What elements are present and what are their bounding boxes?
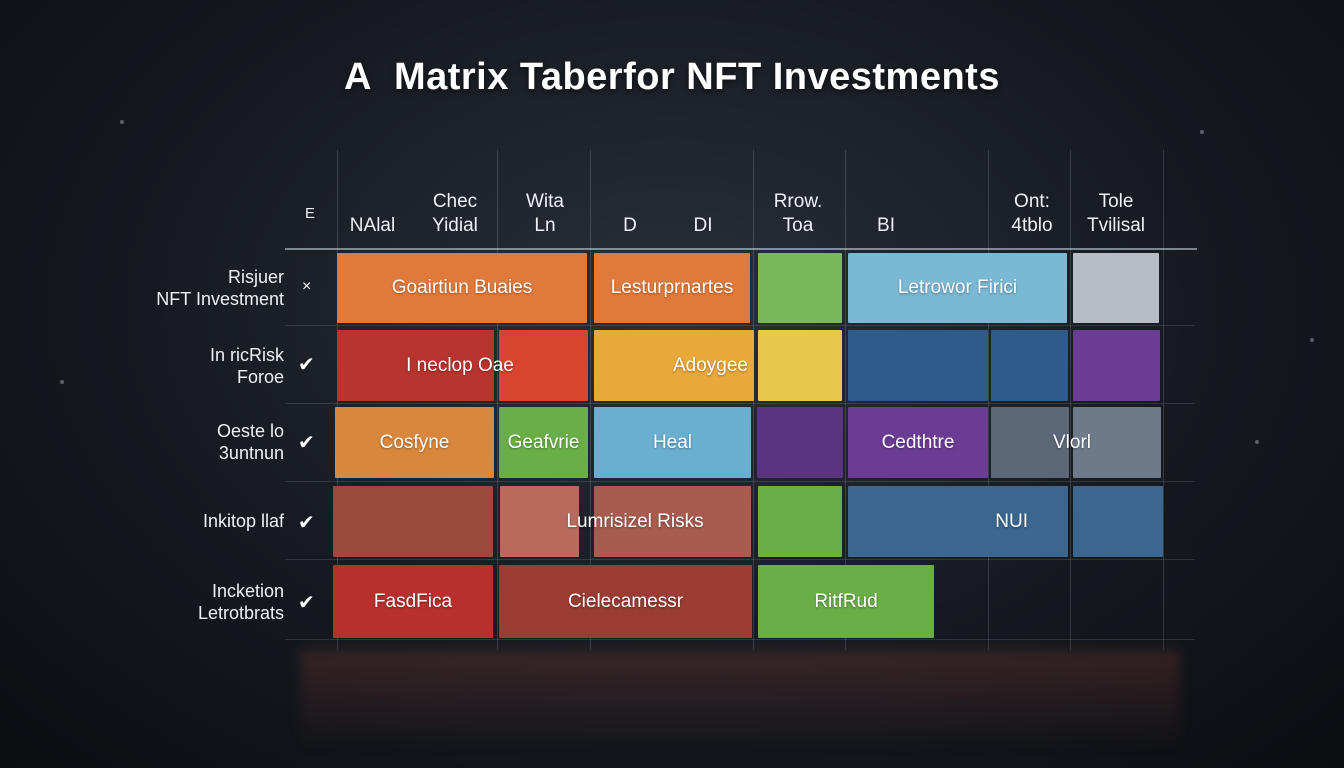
grid-line	[988, 150, 989, 650]
matrix-cell[interactable]	[758, 486, 842, 557]
title-letter: A	[344, 56, 372, 98]
matrix-cell[interactable]	[1073, 330, 1160, 401]
matrix-cell[interactable]: Lesturprnartes	[594, 253, 750, 323]
matrix-cell[interactable]	[991, 330, 1068, 401]
matrix-cell-label: Vlorl	[1052, 431, 1091, 453]
cross-icon: ×	[302, 278, 312, 295]
matrix-cell-label: Lumrisizel Risks	[566, 510, 704, 532]
decor-dot	[1255, 440, 1259, 444]
matrix-cell[interactable]: Cedthtre	[848, 407, 988, 478]
matrix-cell[interactable]: FasdFica	[333, 565, 493, 638]
decor-dot	[60, 380, 64, 384]
column-header: Rrow. Toa	[773, 191, 823, 236]
matrix-cell[interactable]: Geafvrie	[499, 407, 588, 478]
grid-line	[1070, 150, 1071, 650]
matrix-cell-label: I neclop Oae	[406, 354, 514, 376]
grid-line	[1163, 150, 1164, 650]
column-header: D	[623, 215, 637, 236]
title-main: Matrix Taberfor NFT Investments	[393, 56, 1000, 98]
matrix-cell[interactable]	[1073, 486, 1163, 557]
check-icon: ✔	[298, 592, 315, 614]
floor-reflection	[300, 650, 1180, 768]
column-header: NAlal	[349, 215, 396, 236]
column-header: Wita Ln	[526, 191, 564, 236]
column-header: BI	[877, 215, 895, 236]
row-label: Risjuer NFT Investment	[156, 267, 284, 309]
row-label: Inkitop llaf	[202, 511, 284, 531]
matrix-cell[interactable]: Adoygee	[594, 330, 754, 401]
matrix-cell[interactable]	[1073, 253, 1159, 323]
check-icon: ✔	[298, 512, 315, 534]
matrix-cell[interactable]	[594, 486, 751, 557]
matrix-cell[interactable]: NUI	[848, 486, 1068, 557]
column-header: DI	[693, 215, 713, 236]
matrix-cell[interactable]	[848, 330, 988, 401]
row-label: In ricRisk Foroe	[209, 345, 284, 387]
check-icon: ✔	[298, 354, 315, 376]
matrix-title: A Matrix Taberfor NFT Investments	[0, 56, 1344, 99]
row-label: Incketion Letrotbrats	[197, 581, 284, 623]
row-label: Oeste lo 3untnun	[216, 421, 284, 463]
header-divider	[285, 248, 1197, 250]
grid-line	[285, 639, 1195, 640]
matrix-cell[interactable]	[333, 486, 493, 557]
grid-line	[285, 559, 1195, 560]
matrix-cell[interactable]: Goairtiun Buaies	[337, 253, 587, 323]
matrix-cell[interactable]	[500, 486, 579, 557]
grid-line	[845, 150, 846, 650]
column-header: Ont: 4tblo	[1011, 191, 1053, 236]
grid-line	[285, 481, 1195, 482]
matrix-cell[interactable]	[991, 407, 1069, 478]
check-icon: ✔	[298, 432, 315, 454]
matrix-cell[interactable]: Heal	[594, 407, 751, 478]
header-corner: E	[304, 205, 315, 222]
matrix-cell[interactable]	[758, 253, 842, 323]
matrix-cell[interactable]	[1073, 407, 1161, 478]
grid-line	[497, 150, 498, 650]
column-header: Tole Tvilisal	[1086, 191, 1146, 236]
grid-line	[285, 403, 1195, 404]
matrix-cell[interactable]	[758, 330, 842, 401]
matrix-cell[interactable]: RitfRud	[758, 565, 934, 638]
column-header: Chec Yidial	[432, 191, 478, 236]
matrix-cell[interactable]	[337, 330, 494, 401]
matrix-cell[interactable]	[499, 330, 588, 401]
grid-line	[285, 325, 1195, 326]
matrix-cell[interactable]: Cielecamessr	[499, 565, 752, 638]
matrix-cell[interactable]: Cosfyne	[335, 407, 494, 478]
grid-line	[590, 150, 591, 650]
decor-dot	[1200, 130, 1204, 134]
decor-dot	[1310, 338, 1314, 342]
decor-dot	[120, 120, 124, 124]
matrix-cell[interactable]: Letrowor Firici	[848, 253, 1067, 323]
matrix-cell[interactable]	[757, 407, 843, 478]
